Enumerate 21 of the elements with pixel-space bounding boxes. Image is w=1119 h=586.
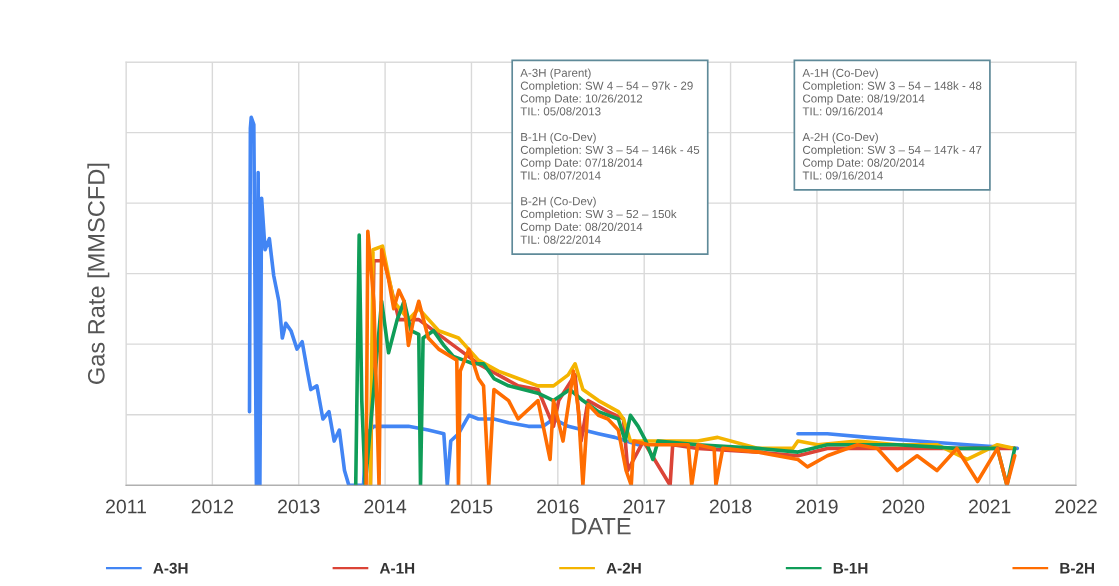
legend-label: A-1H xyxy=(379,562,415,574)
x-tick-label: 2012 xyxy=(191,499,234,514)
legend-label: B-2H xyxy=(1060,562,1094,574)
x-tick-label: 2021 xyxy=(969,499,1011,514)
x-tick-label: 2019 xyxy=(796,499,838,514)
x-axis-title: DATE xyxy=(572,518,631,535)
x-tick-label: 2020 xyxy=(882,499,925,514)
x-tick-label: 2018 xyxy=(709,499,752,514)
x-tick-label: 2022 xyxy=(1055,499,1097,514)
x-tick-label: 2017 xyxy=(623,499,665,514)
legend-label: A-3H xyxy=(153,562,188,574)
y-axis-title: Gas Rate [MMSCFD] xyxy=(87,163,110,384)
x-tick-label: 2013 xyxy=(278,499,320,514)
text: A-3H (Parent) Completion: SW 4 – 54 – 97k - 29 Comp Date: 10/26/2012 TIL: 05/08/2013 B-1H (Co-Dev) Completion: SW 3 – 54 – 146k - 45 Comp Date: 07/18/2014 TIL: 08/07/2014 B-2H (Co-Dev) Completion: SW 3 – 52 – 150k Comp Date: 08/20/2014 TIL: 08/22/2014 xyxy=(520,68,700,244)
legend-label: B-1H xyxy=(833,562,868,574)
x-tick-label: 2014 xyxy=(364,499,407,514)
x-tick-label: 2015 xyxy=(450,499,493,514)
x-tick-label: 2016 xyxy=(537,499,579,514)
x-tick-label: 2011 xyxy=(106,499,146,514)
legend-label: A-2H xyxy=(606,562,641,574)
text: A-1H (Co-Dev) Completion: SW 3 – 54 – 148k - 48 Comp Date: 08/19/2014 TIL: 09/16/2014 A-2H (Co-Dev) Completion: SW 3 – 54 – 147k - 47 Comp Date: 08/20/2014 TIL: 09/16/2014 xyxy=(802,68,982,180)
